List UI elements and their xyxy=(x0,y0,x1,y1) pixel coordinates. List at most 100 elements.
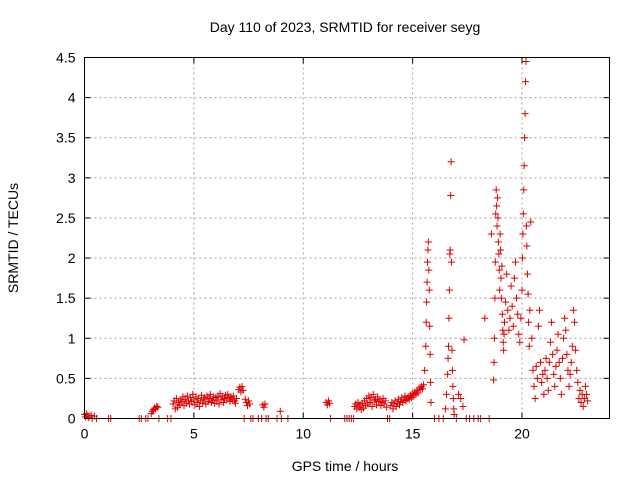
data-point xyxy=(494,194,501,202)
data-point xyxy=(445,314,453,322)
data-point xyxy=(215,400,223,408)
data-point xyxy=(500,346,508,354)
data-point xyxy=(574,378,582,386)
data-point xyxy=(424,238,432,246)
data-point xyxy=(558,354,566,362)
data-point xyxy=(504,306,512,314)
data-point xyxy=(520,162,528,170)
data-point xyxy=(513,294,521,302)
data-point xyxy=(455,390,463,398)
data-point xyxy=(154,403,162,411)
data-point xyxy=(538,378,546,386)
data-point xyxy=(427,378,435,386)
data-point xyxy=(495,250,503,258)
grid xyxy=(84,57,610,419)
data-point xyxy=(549,350,557,358)
data-point xyxy=(522,78,529,86)
y-tick-label: 3 xyxy=(68,170,76,186)
data-point xyxy=(573,366,581,374)
data-point xyxy=(554,330,562,338)
data-point xyxy=(525,318,533,326)
y-tick-label: 4 xyxy=(68,90,76,106)
data-point xyxy=(450,410,458,418)
y-tick-label: 1.5 xyxy=(56,290,76,306)
data-point xyxy=(447,158,455,166)
data-point xyxy=(382,403,390,411)
data-point xyxy=(541,366,549,374)
data-point xyxy=(525,342,533,350)
data-point xyxy=(459,402,467,410)
data-point xyxy=(426,322,434,330)
data-point xyxy=(518,286,526,294)
data-point xyxy=(529,366,537,374)
y-axis-label: SRMTID / TECUs xyxy=(5,183,21,293)
data-point xyxy=(506,314,514,322)
data-point xyxy=(193,398,201,406)
data-point xyxy=(540,390,548,398)
y-tick-label: 0 xyxy=(68,411,76,427)
data-point xyxy=(544,386,552,394)
data-point xyxy=(581,382,589,390)
data-point xyxy=(491,258,499,266)
data-point xyxy=(499,338,507,346)
data-point xyxy=(422,318,430,326)
data-point xyxy=(518,254,526,262)
data-point xyxy=(195,402,203,410)
data-point xyxy=(261,400,269,408)
data-point xyxy=(481,314,489,322)
data-point xyxy=(522,222,530,230)
data-point xyxy=(498,262,506,270)
data-point xyxy=(520,186,528,194)
y-tick-label: 2.5 xyxy=(56,210,76,226)
data-point xyxy=(561,314,569,322)
data-point xyxy=(239,386,247,394)
y-tick-label: 1 xyxy=(68,330,76,346)
data-point xyxy=(420,381,428,389)
x-tick-label: 20 xyxy=(514,426,530,442)
data-point xyxy=(579,402,587,410)
data-point xyxy=(571,318,578,326)
y-tick-label: 4.5 xyxy=(56,50,76,66)
data-point xyxy=(495,266,503,274)
data-point xyxy=(326,399,333,407)
data-point xyxy=(375,398,383,406)
data-point xyxy=(449,382,457,390)
data-point xyxy=(448,258,456,266)
data-point xyxy=(543,374,551,382)
data-point xyxy=(577,398,585,406)
data-point xyxy=(514,310,522,318)
data-point xyxy=(421,366,429,374)
data-point xyxy=(445,342,452,350)
data-point xyxy=(446,246,454,254)
data-point xyxy=(381,397,389,405)
data-point xyxy=(566,370,574,378)
axis-ticks: 0 0.5 1 1.5 2 2.5 3 3.5 4 4.5 0 5 10 15 20 xyxy=(56,50,610,442)
data-point xyxy=(87,411,95,419)
data-point xyxy=(444,354,452,362)
data-point xyxy=(493,202,501,210)
data-point xyxy=(517,314,525,322)
x-tick-label: 10 xyxy=(295,426,311,442)
data-point xyxy=(169,400,177,408)
data-point xyxy=(441,405,449,413)
data-point xyxy=(523,242,531,250)
data-point xyxy=(528,334,536,342)
data-point xyxy=(494,214,502,222)
data-point xyxy=(556,374,564,382)
data-point xyxy=(490,334,498,342)
data-point xyxy=(423,298,431,306)
data-point xyxy=(427,398,435,406)
data-point xyxy=(425,286,433,294)
data-point xyxy=(565,382,573,390)
data-point xyxy=(496,286,504,294)
data-point xyxy=(392,402,400,410)
data-point xyxy=(241,395,249,403)
data-point xyxy=(449,394,457,402)
data-series xyxy=(81,58,592,422)
data-point xyxy=(583,390,591,398)
data-point xyxy=(584,397,592,405)
data-point xyxy=(523,270,531,278)
data-point xyxy=(563,350,571,358)
data-point xyxy=(487,230,495,238)
